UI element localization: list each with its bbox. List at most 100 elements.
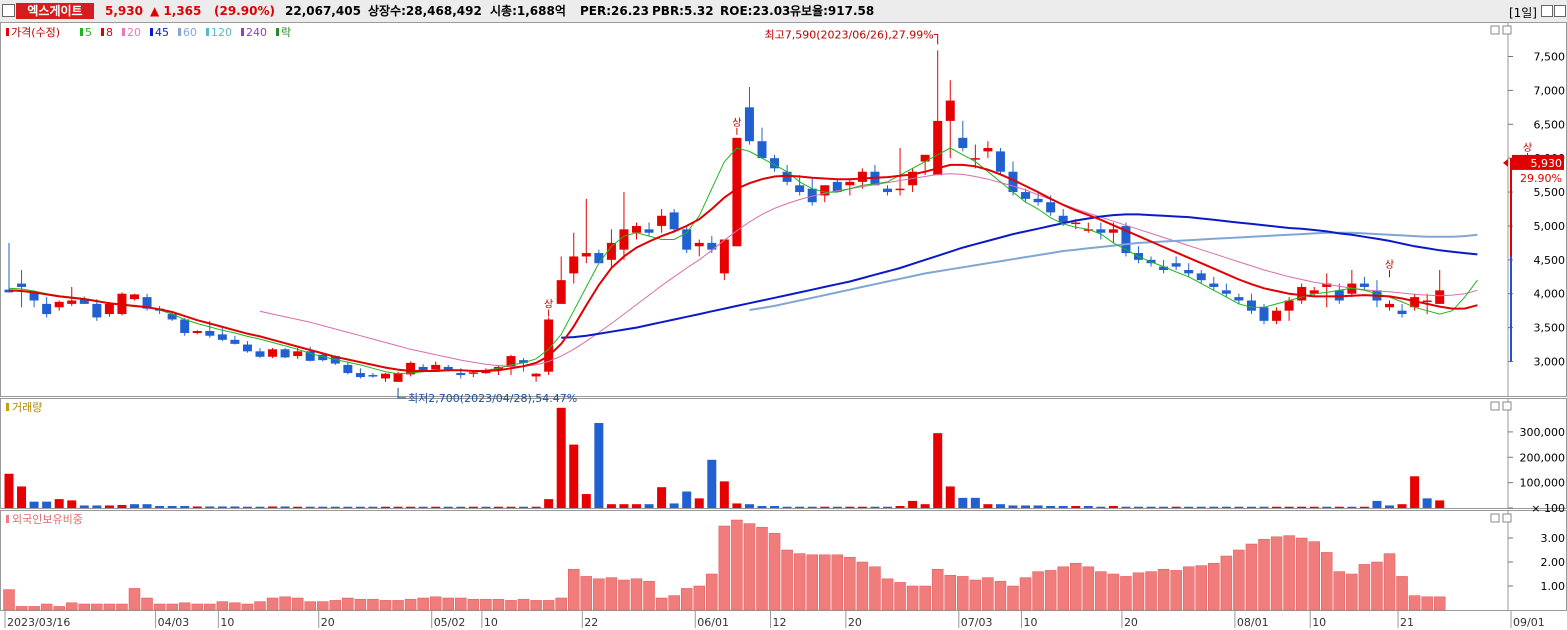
volume-bar [406,506,416,508]
foreign-bar [1082,566,1095,611]
volume-axis-label: 300,000 [1520,426,1566,439]
candle-body [355,373,365,378]
candle-body [393,373,403,382]
volume-bar [958,497,968,508]
foreign-bar [128,588,141,611]
foreign-holding-panel-max-icon [1502,513,1512,523]
volume-bar [669,503,679,508]
chart-area[interactable]: 3,0003,5004,0004,5005,0005,5006,0006,500… [0,22,1567,630]
foreign-bar [392,600,404,611]
foreign-bar [28,606,40,611]
candle-body [970,158,980,160]
date-axis-label: 20 [321,616,335,629]
foreign-bar [266,597,279,611]
candle-body [293,351,303,357]
volume-bar [1083,505,1093,508]
price-axis-label: 5,500 [1534,186,1566,199]
foreign-bar [831,554,844,611]
foreign-bar [480,598,492,611]
candle-body [130,294,139,300]
foreign-bar [1308,541,1320,611]
candle-body [192,331,202,334]
price-change-pct: (29.90%) [214,4,275,18]
price-axis-label: 4,000 [1534,288,1566,301]
volume-bar [770,505,780,508]
foreign-bar [1019,577,1032,611]
foreign-bar [1095,571,1107,611]
volume-bar [1234,506,1244,508]
volume-bar [1159,506,1169,508]
foreign-bar [1270,536,1283,611]
candle-body [1046,202,1056,213]
foreign-bar [505,600,517,611]
candle-body [895,188,905,191]
volume-bar [468,506,478,508]
foreign-bar [1107,573,1120,611]
candle-body [1422,300,1432,302]
candle-body [104,303,114,315]
select-checkbox[interactable] [2,4,15,17]
volume-bar [42,501,52,508]
date-axis-label: 09/01 [1513,616,1545,629]
foreign-bar [1396,576,1408,611]
foreign-axis-label: 2.00 [1541,556,1566,569]
date-axis-label: 20 [848,616,862,629]
legend-ma20: 20 [127,26,141,39]
stock-name[interactable]: 엑스게이트 [16,3,94,19]
volume-bar [1184,506,1194,508]
volume-legend: 거래량 [12,401,42,414]
foreign-bar [1032,571,1044,611]
volume-bar [1071,505,1081,508]
period-selector[interactable]: [1일] [1508,6,1537,20]
high-annotation: 최고7,590(2023/06/26),27.99% [765,28,934,41]
volume-bar [506,506,516,508]
candle-body [983,148,993,152]
candle-body [230,339,240,344]
foreign-bar [793,553,806,611]
foreign-bar [568,568,580,611]
foreign-bar [693,585,705,611]
foreign-bar [1233,549,1245,611]
high-arrow [933,33,939,45]
volume-bar [493,506,503,508]
legend-ma60: 60 [183,26,197,39]
foreign-bar [467,598,480,611]
window-restore-icon[interactable] [1541,5,1553,17]
volume-bar [519,506,529,508]
volume-bar [682,491,692,508]
foreign-bar [969,579,982,611]
foreign-holding-panel-min-icon [1490,513,1500,523]
date-axis-label: 12 [773,616,787,629]
volume-bar [205,506,215,508]
candle-body [205,331,215,336]
foreign-bar [856,561,869,611]
volume-bar [632,504,641,508]
date-axis-label: 08/01 [1237,616,1269,629]
window-close-icon[interactable] [1554,5,1566,17]
candle-body [167,314,177,320]
volume-bar [920,504,930,508]
volume-bar [1033,505,1043,508]
foreign-bar [116,603,128,611]
candle-body [782,171,792,182]
candle-body [820,185,830,196]
volume-bar [330,506,340,508]
foreign-bar [367,598,379,611]
candle-body [732,137,742,247]
volume-bar [142,504,152,508]
listed-shares: 상장수:28,468,492 [368,4,482,18]
foreign-bar [1057,566,1069,611]
foreign-legend-swatch [6,515,9,523]
foreign-bar [1182,566,1195,611]
foreign-bar [869,566,881,611]
volume-bar [1134,506,1143,508]
volume-bar [1171,506,1181,508]
foreign-bar [78,603,91,611]
price-panel-min-icon [1490,25,1500,35]
candle-body [883,188,892,193]
volume-bar [180,505,190,508]
candle-body [1272,310,1282,321]
foreign-bar [919,585,931,611]
foreign-bar [304,601,316,611]
